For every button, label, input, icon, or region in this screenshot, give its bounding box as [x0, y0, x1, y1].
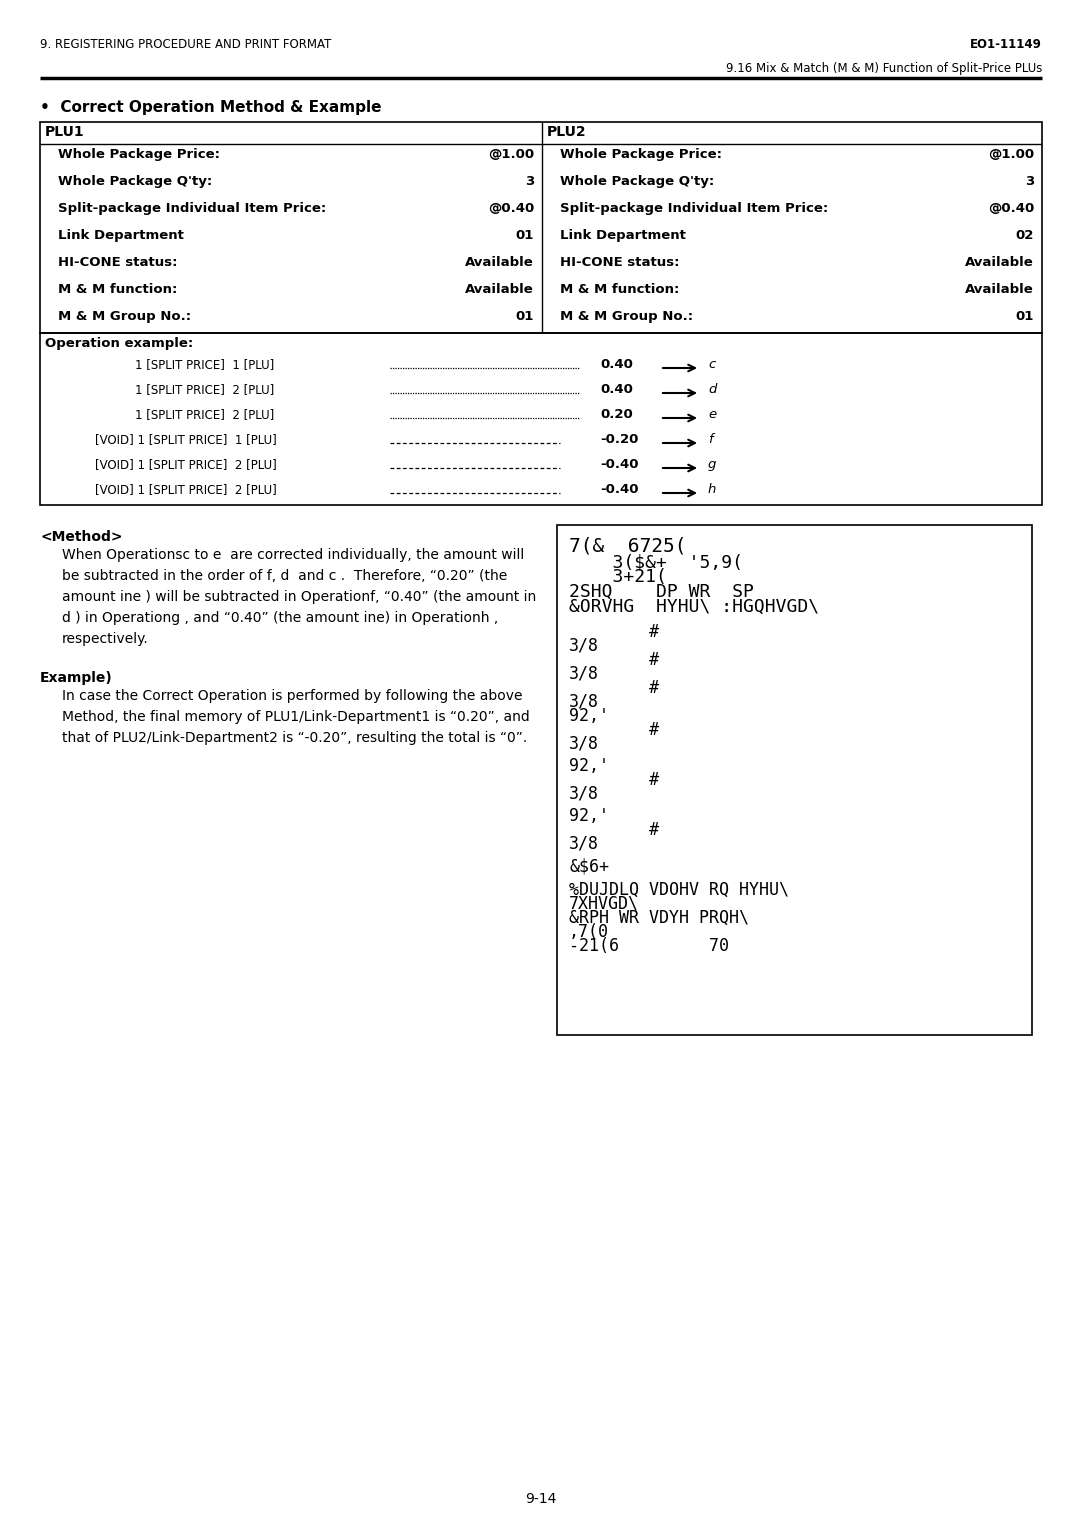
Text: 3/8: 3/8 [569, 637, 599, 656]
Text: 01: 01 [515, 229, 534, 241]
Text: amount ine ) will be subtracted in Operationf, “0.40” (the amount in: amount ine ) will be subtracted in Opera… [62, 590, 537, 604]
Text: 7XHVGD\: 7XHVGD\ [569, 895, 639, 914]
Text: 3($&+  '5,9(: 3($&+ '5,9( [569, 553, 743, 571]
Bar [557, 526, 1032, 1034]
Text: <Method>: <Method> [40, 530, 122, 544]
Text: Available: Available [966, 257, 1034, 269]
Text: 02: 02 [1015, 229, 1034, 241]
Text: Whole Package Price:: Whole Package Price: [58, 148, 220, 160]
Text: PLU1: PLU1 [45, 125, 84, 139]
Text: When Operationsc to e  are corrected individually, the amount will: When Operationsc to e are corrected indi… [62, 549, 524, 562]
Text: Whole Package Price:: Whole Package Price: [561, 148, 723, 160]
Text: Link Department: Link Department [58, 229, 184, 241]
Text: 0.40: 0.40 [600, 358, 633, 371]
Text: Example): Example) [40, 671, 112, 685]
Text: 01: 01 [515, 310, 534, 322]
Text: 0.40: 0.40 [600, 384, 633, 396]
Text: &ORVHG  HYHU\ :HGQHVGD\: &ORVHG HYHU\ :HGQHVGD\ [569, 597, 819, 616]
Text: 1 [SPLIT PRICE]  2 [PLU]: 1 [SPLIT PRICE] 2 [PLU] [135, 408, 274, 422]
Text: In case the Correct Operation is performed by following the above: In case the Correct Operation is perform… [62, 689, 523, 703]
Text: h: h [708, 483, 716, 497]
Text: •  Correct Operation Method & Example: • Correct Operation Method & Example [40, 99, 381, 115]
Text: 92,': 92,' [569, 807, 609, 825]
Text: Whole Package Q'ty:: Whole Package Q'ty: [58, 176, 213, 188]
Text: #: # [569, 651, 659, 669]
Text: 7(&  6725(: 7(& 6725( [569, 536, 687, 556]
Text: f: f [708, 432, 713, 446]
Text: 3/8: 3/8 [569, 785, 599, 804]
Text: &$6+: &$6+ [569, 857, 609, 876]
Text: 92,': 92,' [569, 707, 609, 724]
Text: M & M Group No.:: M & M Group No.: [58, 310, 191, 322]
Text: Split-package Individual Item Price:: Split-package Individual Item Price: [58, 202, 326, 215]
Text: respectively.: respectively. [62, 633, 149, 646]
Text: 3: 3 [525, 176, 534, 188]
Text: 3/8: 3/8 [569, 665, 599, 683]
Text: that of PLU2/Link-Department2 is “-0.20”, resulting the total is “0”.: that of PLU2/Link-Department2 is “-0.20”… [62, 730, 527, 746]
Text: Available: Available [966, 283, 1034, 296]
Text: 1 [SPLIT PRICE]  2 [PLU]: 1 [SPLIT PRICE] 2 [PLU] [135, 384, 274, 396]
Text: 01: 01 [1015, 310, 1034, 322]
Text: [VOID] 1 [SPLIT PRICE]  2 [PLU]: [VOID] 1 [SPLIT PRICE] 2 [PLU] [95, 458, 276, 471]
Text: #: # [569, 623, 659, 642]
Text: 9-14: 9-14 [525, 1491, 556, 1507]
Text: g: g [708, 458, 716, 471]
Text: M & M Group No.:: M & M Group No.: [561, 310, 693, 322]
Text: [VOID] 1 [SPLIT PRICE]  2 [PLU]: [VOID] 1 [SPLIT PRICE] 2 [PLU] [95, 483, 276, 497]
Text: -21(6         70: -21(6 70 [569, 937, 729, 955]
Text: 92,': 92,' [569, 756, 609, 775]
Text: -0.40: -0.40 [600, 483, 638, 497]
Text: 9.16 Mix & Match (M & M) Function of Split-Price PLUs: 9.16 Mix & Match (M & M) Function of Spl… [726, 63, 1042, 75]
Text: -0.40: -0.40 [600, 458, 638, 471]
Text: #: # [569, 821, 659, 839]
Text: Operation example:: Operation example: [45, 338, 193, 350]
Text: %DUJDLQ VDOHV RQ HYHU\: %DUJDLQ VDOHV RQ HYHU\ [569, 882, 789, 898]
Text: HI-CONE status:: HI-CONE status: [58, 257, 177, 269]
Text: EO1-11149: EO1-11149 [970, 38, 1042, 50]
Text: PLU2: PLU2 [546, 125, 586, 139]
Text: 2SHQ    DP WR  SP: 2SHQ DP WR SP [569, 584, 754, 601]
Text: Available: Available [465, 283, 534, 296]
Text: Link Department: Link Department [561, 229, 686, 241]
Text: @1.00: @1.00 [988, 148, 1034, 160]
Text: Available: Available [465, 257, 534, 269]
Text: -0.20: -0.20 [600, 432, 638, 446]
Text: d: d [708, 384, 716, 396]
Text: 3+21(: 3+21( [569, 568, 666, 587]
Text: 3/8: 3/8 [569, 694, 599, 711]
Text: c: c [708, 358, 715, 371]
Text: @0.40: @0.40 [988, 202, 1034, 215]
Text: @0.40: @0.40 [488, 202, 534, 215]
Text: 1 [SPLIT PRICE]  1 [PLU]: 1 [SPLIT PRICE] 1 [PLU] [135, 358, 274, 371]
Text: 3: 3 [1025, 176, 1034, 188]
Text: &RPH WR VDYH PRQH\: &RPH WR VDYH PRQH\ [569, 909, 750, 927]
Text: e: e [708, 408, 716, 422]
Text: 0.20: 0.20 [600, 408, 633, 422]
Text: be subtracted in the order of f, d  and c .  Therefore, “0.20” (the: be subtracted in the order of f, d and c… [62, 568, 508, 584]
Text: 9. REGISTERING PROCEDURE AND PRINT FORMAT: 9. REGISTERING PROCEDURE AND PRINT FORMA… [40, 38, 332, 50]
Text: HI-CONE status:: HI-CONE status: [561, 257, 679, 269]
Text: [VOID] 1 [SPLIT PRICE]  1 [PLU]: [VOID] 1 [SPLIT PRICE] 1 [PLU] [95, 432, 276, 446]
Text: #: # [569, 721, 659, 740]
Text: Method, the final memory of PLU1/Link-Department1 is “0.20”, and: Method, the final memory of PLU1/Link-De… [62, 711, 530, 724]
Text: #: # [569, 772, 659, 788]
Text: @1.00: @1.00 [488, 148, 534, 160]
Text: 3/8: 3/8 [569, 735, 599, 753]
Text: d ) in Operationg , and “0.40” (the amount ine) in Operationh ,: d ) in Operationg , and “0.40” (the amou… [62, 611, 498, 625]
Text: ,7(0: ,7(0 [569, 923, 609, 941]
Text: M & M function:: M & M function: [58, 283, 177, 296]
Text: Split-package Individual Item Price:: Split-package Individual Item Price: [561, 202, 828, 215]
Text: 3/8: 3/8 [569, 834, 599, 853]
Text: #: # [569, 678, 659, 697]
Text: M & M function:: M & M function: [561, 283, 679, 296]
Bar [40, 333, 1042, 504]
Bar [40, 122, 1042, 333]
Text: Whole Package Q'ty:: Whole Package Q'ty: [561, 176, 714, 188]
